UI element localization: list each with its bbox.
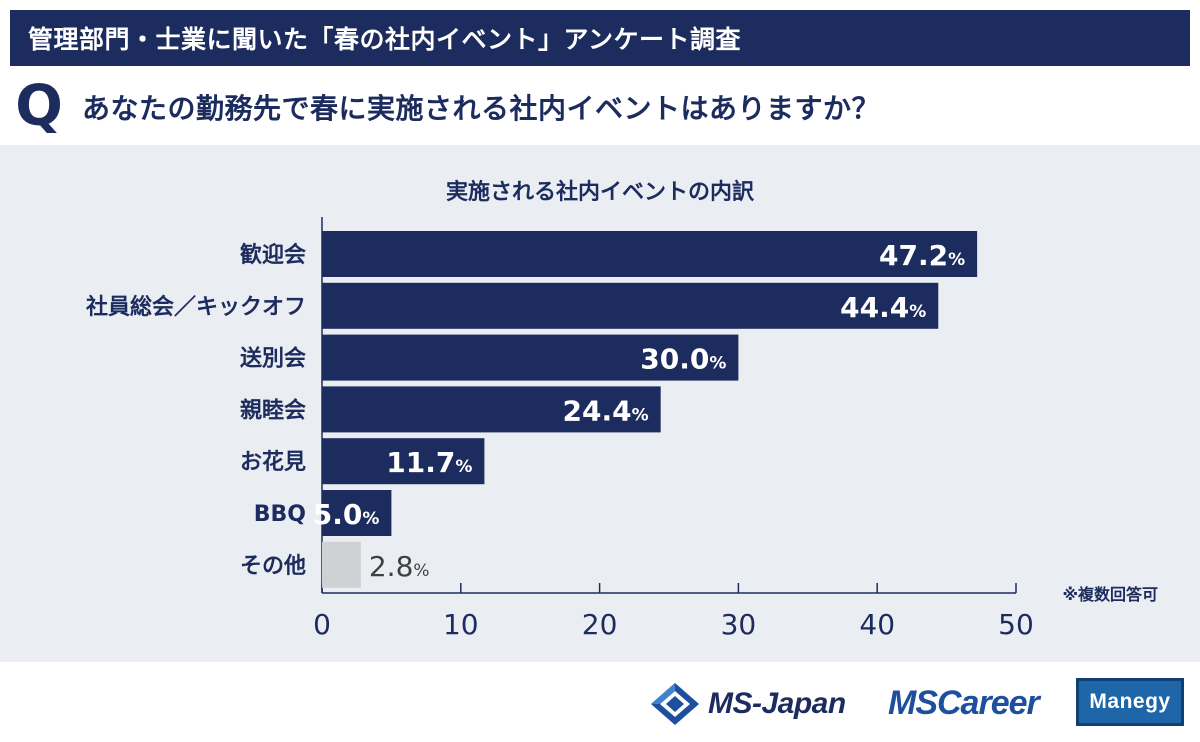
category-label: 親睦会: [240, 397, 306, 423]
category-label: お花見: [240, 449, 306, 475]
logo-msjapan: MS-Japan: [650, 682, 846, 726]
bar: [322, 438, 485, 485]
bar: [322, 541, 361, 588]
chart-panel: 実施される社内イベントの内訳 0 10 20 30 40 50 歓迎会 47.2% 社員総会／キッ…: [0, 145, 1200, 662]
bar: [322, 231, 978, 277]
chart-title: 実施される社内イベントの内訳: [446, 179, 755, 205]
data-label: 30.0%: [640, 343, 726, 376]
bar: [322, 334, 739, 381]
question-mark: Q: [15, 74, 63, 139]
logo-mscareer: MSCareer: [888, 684, 1040, 722]
category-label: 送別会: [240, 346, 306, 372]
data-label: 44.4%: [840, 291, 926, 324]
logo-manegy: Manegy: [1076, 678, 1184, 726]
x-tick-label: 20: [582, 608, 618, 641]
logo-msjapan-text: MS-Japan: [708, 687, 846, 720]
data-label: 47.2%: [879, 239, 965, 272]
multiple-answer-note: ※複数回答可: [1062, 585, 1158, 604]
data-label: 11.7%: [386, 446, 472, 479]
bar-chart: 実施される社内イベントの内訳 0 10 20 30 40 50 歓迎会 47.2% 社員総会／キッ…: [86, 179, 1158, 641]
bar: [322, 282, 939, 329]
data-label: 5.0%: [313, 498, 380, 531]
footer: MS-Japan MSCareer Manegy: [0, 662, 1200, 742]
bar: [322, 490, 392, 536]
x-tick-label: 30: [721, 608, 757, 641]
category-label: その他: [240, 554, 306, 579]
question: Q あなたの勤務先で春に実施される社内イベントはありますか？: [10, 74, 1190, 140]
header-title: 管理部門・士業に聞いた「春の社内イベント」アンケート調査: [10, 10, 1190, 66]
x-tick-label: 50: [998, 608, 1034, 641]
category-label: 歓迎会: [240, 242, 306, 268]
msjapan-diamond-icon: [651, 683, 699, 725]
category-label: 社員総会／キックオフ: [86, 294, 306, 320]
data-label: 24.4%: [563, 394, 649, 427]
category-label: BBQ: [254, 502, 306, 527]
question-text: あなたの勤務先で春に実施される社内イベントはありますか？: [82, 92, 881, 125]
x-tick-label: 10: [443, 608, 479, 641]
data-label: 2.8%: [369, 550, 430, 583]
x-tick-label: 40: [859, 608, 895, 641]
x-tick-label: 0: [313, 608, 331, 641]
bar: [322, 386, 661, 433]
